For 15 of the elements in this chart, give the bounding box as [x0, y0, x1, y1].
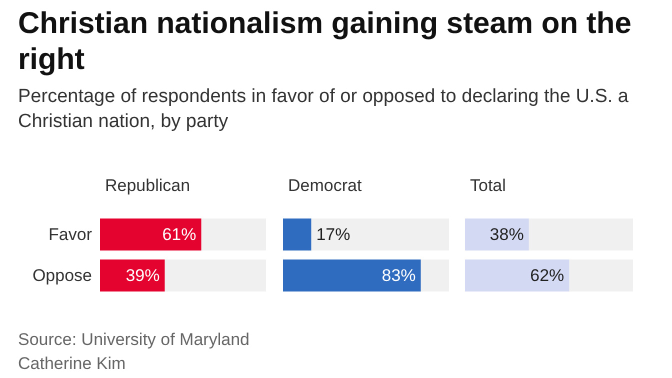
data-label: 17% — [316, 225, 350, 244]
chart-title: Total — [470, 176, 506, 195]
data-label: 83% — [382, 266, 416, 285]
text: Percentage of respondents in favor of or opposed to declaring the U.S. a Christian nation, by party — [18, 85, 630, 134]
y-tick-label: Favor — [48, 225, 92, 244]
chart-title: Democrat — [288, 176, 362, 195]
y-tick-label: Oppose — [32, 266, 92, 285]
data-label: 62% — [530, 266, 564, 285]
source-note: Source: University of Maryland — [18, 330, 250, 350]
data-label: 61% — [162, 225, 196, 244]
data-label: 38% — [490, 225, 524, 244]
chart-title: Republican — [105, 176, 190, 195]
text: Christian nationalism gaining steam on the right — [18, 6, 632, 78]
data-label: 39% — [126, 266, 160, 285]
text: Catherine Kim — [18, 354, 126, 374]
